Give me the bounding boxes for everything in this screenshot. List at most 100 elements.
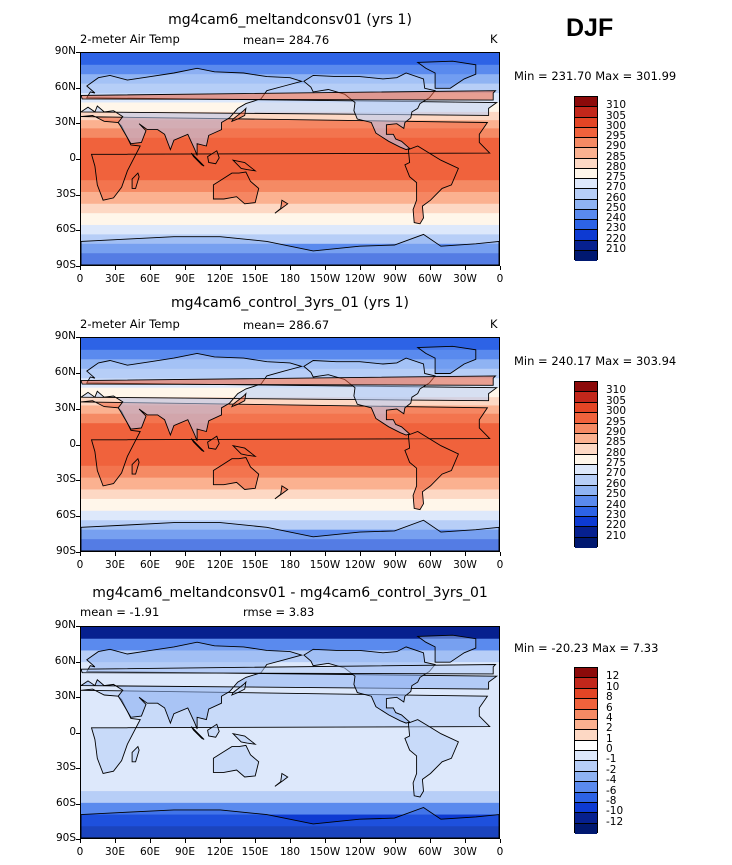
lon-tick: [465, 266, 466, 270]
colorbar-swatch: [575, 127, 597, 138]
lon-tick: [290, 552, 291, 556]
lon-label: 150W: [309, 559, 341, 571]
map1-band: [81, 180, 499, 193]
lon-label: 60W: [418, 273, 442, 285]
lon-label: 0: [496, 273, 504, 285]
map2-band: [81, 368, 499, 379]
lon-label: 60W: [418, 559, 442, 571]
lon-tick: [220, 839, 221, 843]
lon-tick: [430, 839, 431, 843]
lon-tick: [185, 839, 186, 843]
colorbar-label: 280: [606, 160, 627, 173]
lon-label: 120W: [344, 846, 376, 858]
colorbar-label: -1: [606, 753, 617, 766]
map3-coastline: [231, 732, 257, 745]
lon-tick: [500, 552, 501, 556]
lon-label: 120E: [206, 559, 234, 571]
map1-band: [81, 53, 499, 66]
lon-label: 0: [76, 559, 84, 571]
colorbar-label: 240: [606, 498, 627, 511]
lon-label: 150E: [241, 559, 269, 571]
panel1-variable-label: 2-meter Air Temp: [80, 32, 180, 46]
colorbar-swatch: [575, 730, 597, 741]
colorbar-swatch: [575, 402, 597, 414]
colorbar-swatch: [575, 792, 597, 803]
colorbar-label: 0: [606, 743, 613, 755]
lon-label: 150E: [241, 273, 269, 285]
lat-label: 90S: [55, 832, 76, 844]
colorbar-label: 270: [606, 181, 627, 194]
lon-tick: [150, 552, 151, 556]
lat-tick: [76, 372, 80, 374]
lon-label: 0: [76, 273, 84, 285]
panel1-units: K: [490, 32, 498, 46]
map2-coastline: [230, 392, 247, 408]
map1-band: [81, 234, 499, 245]
lat-tick: [76, 768, 80, 769]
lat-tick: [76, 661, 80, 663]
colorbar-swatch: [575, 382, 597, 393]
colorbar-label: -8: [606, 794, 617, 807]
map1-coastline: [131, 172, 140, 189]
season-label: DJF: [566, 14, 614, 42]
panel1-colorbar: [574, 96, 598, 261]
lon-tick: [80, 839, 81, 843]
lat-tick: [76, 87, 80, 89]
colorbar-label: -6: [606, 784, 617, 797]
lat-tick: [76, 194, 80, 196]
colorbar-label: -10: [606, 805, 624, 818]
lat-tick: [76, 626, 80, 627]
colorbar-label: 210: [606, 529, 627, 542]
map2-coastline: [131, 457, 140, 475]
map2-band: [81, 465, 499, 479]
map3-band: [81, 767, 499, 792]
map1-band: [81, 224, 499, 235]
colorbar-label: 210: [606, 242, 627, 255]
lat-label: 30S: [55, 473, 76, 486]
map1-band: [81, 111, 499, 121]
colorbar-swatch: [575, 802, 597, 814]
lon-tick: [290, 839, 291, 843]
colorbar-label: 240: [606, 212, 627, 224]
map2-coastline: [190, 438, 205, 452]
lon-label: 60E: [140, 273, 160, 285]
lon-tick: [465, 552, 466, 556]
lon-label: 90E: [175, 559, 195, 571]
lon-tick: [255, 266, 256, 270]
map2-band: [81, 520, 499, 531]
colorbar-label: 220: [606, 232, 627, 245]
lon-label: 90E: [175, 846, 195, 858]
lon-tick: [185, 266, 186, 270]
colorbar-swatch: [575, 823, 597, 834]
map3-band: [81, 791, 499, 804]
panel2-mean: mean= 286.67: [243, 318, 330, 332]
lon-label: 0: [76, 846, 84, 858]
lon-label: 150E: [241, 846, 269, 858]
colorbar-swatch: [575, 709, 597, 720]
lat-label: 30N: [54, 690, 76, 702]
panel3-title: mg4cam6_meltandconsv01 - mg4cam6_control…: [92, 585, 488, 601]
lon-label: 0: [496, 846, 504, 858]
panel3-mean: mean = -1.91: [80, 605, 160, 619]
lon-label: 30E: [105, 273, 125, 285]
panel3-minmax: Min = -20.23 Max = 7.33: [514, 641, 659, 655]
map1-coastline: [230, 107, 247, 123]
panel3-rmse: rmse = 3.83: [243, 605, 315, 619]
map1-band: [81, 203, 499, 214]
colorbar-swatch: [575, 179, 597, 190]
lat-tick: [76, 480, 80, 482]
colorbar-label: 270: [606, 467, 627, 480]
lon-tick: [220, 552, 221, 556]
map1-coastline: [416, 60, 477, 89]
colorbar-swatch: [575, 230, 597, 241]
map2-coastline: [416, 345, 477, 374]
lon-label: 180: [279, 273, 301, 285]
map1-band: [81, 213, 499, 226]
lon-tick: [185, 552, 186, 556]
colorbar-swatch: [575, 537, 597, 548]
panel1-map: [80, 52, 500, 266]
map2-band: [81, 498, 499, 512]
colorbar-label: 10: [606, 680, 620, 693]
colorbar-label: 310: [606, 384, 627, 397]
lon-label: 180: [279, 846, 301, 858]
